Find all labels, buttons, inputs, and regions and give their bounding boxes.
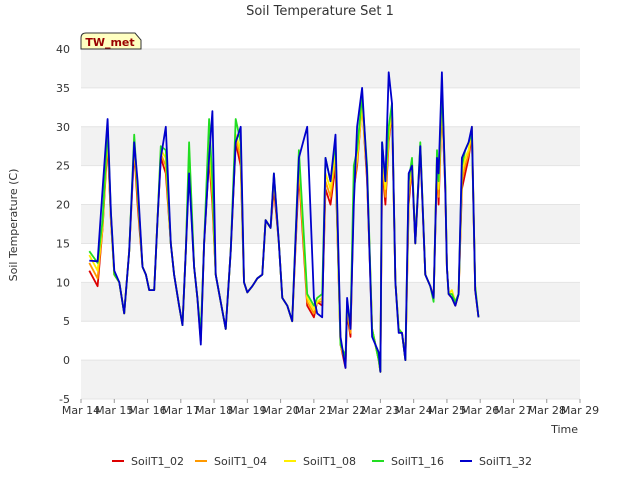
chart-title: Soil Temperature Set 1 [246, 4, 394, 19]
series-line-soilt1_32 [89, 71, 480, 373]
x-tick-label: Mar 18 [195, 404, 233, 417]
legend-item: SoilT1_16 [372, 455, 444, 468]
x-tick-label: Mar 22 [328, 404, 366, 417]
y-tick-label: 30 [56, 121, 70, 134]
legend-item: SoilT1_08 [284, 455, 356, 468]
y-tick-label: 35 [56, 82, 70, 95]
x-tick-label: Mar 28 [528, 404, 566, 417]
x-tick-label: Mar 21 [295, 404, 333, 417]
x-tick-label: Mar 16 [128, 404, 166, 417]
x-tick-label: Mar 29 [561, 404, 599, 417]
x-tick-label: Mar 19 [228, 404, 266, 417]
station-badge: TW_met [80, 32, 142, 50]
x-tick-label: Mar 24 [395, 404, 433, 417]
grid-band [81, 49, 580, 88]
x-tick-label: Mar 14 [62, 404, 100, 417]
y-axis-label: Soil Temperature (C) [7, 169, 20, 282]
grid-band [81, 126, 580, 166]
x-axis-label: Time [550, 423, 578, 436]
legend-label: SoilT1_02 [131, 455, 184, 468]
x-tick-label: Mar 27 [494, 404, 532, 417]
legend-item: SoilT1_02 [112, 455, 184, 468]
x-tick-label: Mar 17 [162, 404, 200, 417]
grid-band [81, 282, 580, 322]
x-tick-label: Mar 20 [261, 404, 299, 417]
series-lines [88, 71, 480, 373]
legend-label: SoilT1_32 [479, 455, 532, 468]
x-tick-label: Mar 15 [95, 404, 133, 417]
y-tick-label: 5 [63, 315, 70, 328]
y-tick-label: 10 [56, 276, 70, 289]
legend: SoilT1_02 SoilT1_04 SoilT1_08 SoilT1_16 Soil… [112, 455, 532, 468]
x-tick-label: Mar 25 [428, 404, 466, 417]
legend-label: SoilT1_08 [303, 455, 356, 468]
x-tick-label: Mar 26 [461, 404, 499, 417]
plot-background [81, 48, 580, 400]
y-tick-label: 0 [63, 354, 70, 367]
y-axis: -5 0 5 10 15 20 25 30 35 40 [56, 43, 70, 406]
y-tick-label: -5 [59, 393, 70, 406]
y-tick-label: 40 [56, 43, 70, 56]
grid-band [81, 204, 580, 244]
legend-item: SoilT1_04 [195, 455, 267, 468]
x-tick-label: Mar 23 [361, 404, 399, 417]
y-tick-label: 20 [56, 199, 70, 212]
station-badge-label: TW_met [85, 36, 134, 49]
legend-label: SoilT1_04 [214, 455, 267, 468]
y-tick-label: 15 [56, 237, 70, 250]
y-tick-label: 25 [56, 160, 70, 173]
legend-label: SoilT1_16 [391, 455, 444, 468]
legend-item: SoilT1_32 [460, 455, 532, 468]
grid-band [81, 360, 580, 399]
